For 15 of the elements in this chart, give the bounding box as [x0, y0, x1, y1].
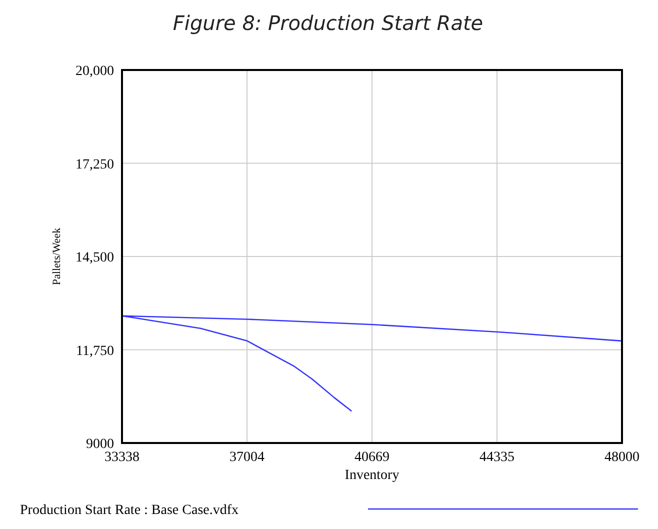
y-tick-label: 17,250: [76, 157, 114, 172]
text: Production Start Rate : Base Case.vdfx: [20, 503, 239, 518]
x-tick-label: 48000: [604, 450, 640, 465]
x-tick-label: 44335: [480, 450, 515, 465]
y-axis-title: Pallets/Week: [51, 227, 63, 286]
y-tick-label: 20,000: [76, 64, 114, 79]
y-tick-label: 14,500: [76, 250, 114, 266]
x-axis-title: Inventory: [344, 468, 400, 483]
x-tick-label: 40669: [354, 450, 390, 465]
x-tick-label: 37004: [230, 450, 265, 465]
y-tick-label: 9000: [86, 437, 114, 452]
line-series: [121, 315, 623, 412]
y-tick-label: 11,750: [76, 344, 114, 359]
x-tick-label: 33338: [104, 450, 140, 465]
chart-title: Figure 8: Production Start Rate: [172, 11, 484, 35]
